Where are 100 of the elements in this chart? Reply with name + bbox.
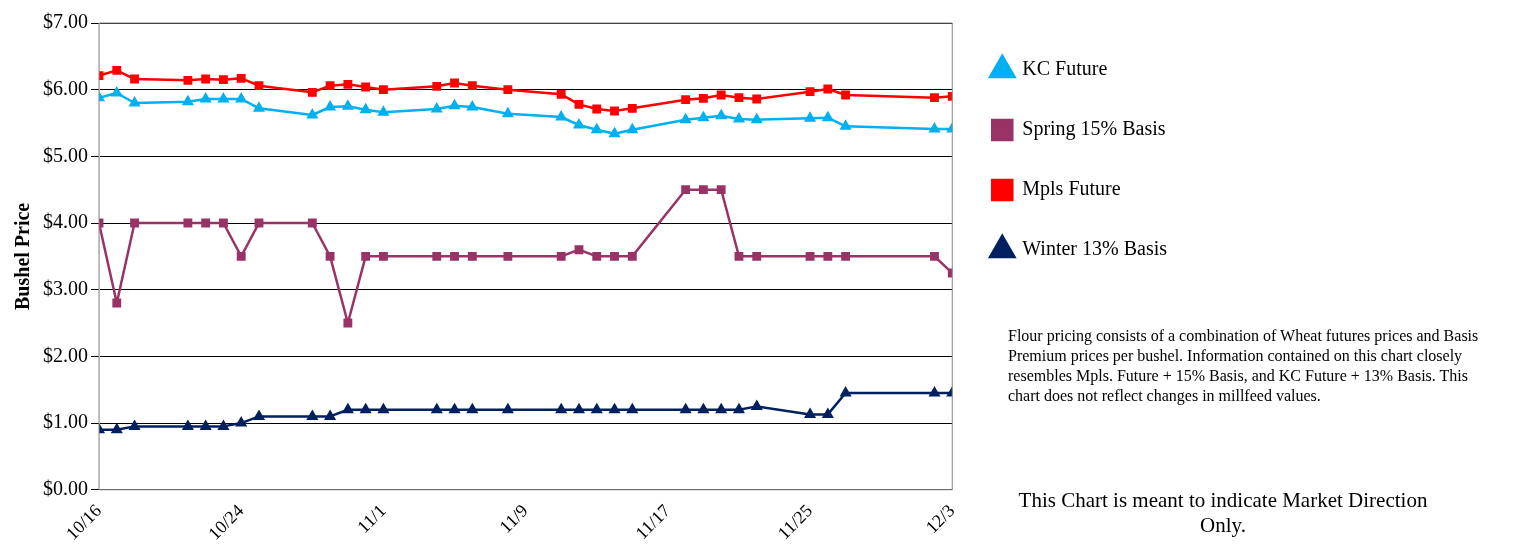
point <box>431 103 442 113</box>
point <box>253 410 265 420</box>
legend-label: KC Future <box>1022 57 1108 80</box>
point <box>236 73 246 83</box>
point <box>733 403 745 414</box>
point <box>253 102 265 112</box>
point <box>734 93 744 103</box>
point <box>804 112 816 122</box>
point <box>556 111 567 121</box>
y-tick-label: $2.00 <box>43 343 88 366</box>
legend-label: Winter 13% Basis <box>1022 237 1168 260</box>
point <box>307 87 317 97</box>
point <box>200 93 211 103</box>
point <box>307 410 318 420</box>
point <box>929 123 940 133</box>
point <box>129 97 140 107</box>
point <box>112 65 122 75</box>
point <box>325 251 335 261</box>
y-tick-label: $5.00 <box>43 143 88 166</box>
point <box>929 387 940 397</box>
point <box>450 78 459 88</box>
point <box>378 85 388 95</box>
point <box>840 387 851 397</box>
point <box>361 251 371 261</box>
point <box>342 100 354 110</box>
point <box>236 417 247 427</box>
point <box>324 410 336 420</box>
point <box>378 251 388 261</box>
point <box>610 106 619 116</box>
point <box>752 94 762 104</box>
legend-label: Spring 15% Basis <box>1022 117 1166 141</box>
point <box>183 75 193 85</box>
point <box>502 403 514 414</box>
y-tick-label: $4.00 <box>43 210 88 233</box>
point <box>503 251 513 261</box>
point <box>182 95 194 106</box>
point <box>431 403 442 414</box>
legend-label: Mpls Future <box>1022 177 1121 201</box>
point <box>716 185 726 195</box>
point <box>378 106 389 116</box>
point <box>627 251 637 261</box>
point <box>219 75 228 85</box>
point <box>592 251 602 261</box>
y-axis-title: Bushel Price <box>11 202 34 310</box>
point <box>200 420 211 430</box>
point <box>218 420 229 430</box>
point <box>841 90 851 100</box>
point <box>751 113 762 124</box>
point <box>698 93 708 103</box>
point <box>112 298 122 308</box>
point <box>342 403 354 414</box>
y-tick-label: $1.00 <box>43 410 88 433</box>
point <box>360 403 371 414</box>
point <box>680 403 691 414</box>
point <box>432 251 442 261</box>
point <box>805 251 815 261</box>
point <box>450 251 459 261</box>
point <box>360 103 371 114</box>
text: Flour pricing consists of a combination of Wheat futures prices and Basis Premium prices per bushel. Information contained on this chart closely resembles Mpls. Future + 15% Basis, and KC Future + 13% Basis. This chart does not reflect changes in millfeed values. <box>1008 326 1480 406</box>
point <box>130 74 139 84</box>
point <box>130 218 139 228</box>
point <box>201 74 211 84</box>
point <box>502 107 514 118</box>
point <box>823 251 833 261</box>
x-tick-label: 11/9 <box>495 500 532 537</box>
point <box>681 95 691 105</box>
y-tick-label: $7.00 <box>43 10 88 33</box>
point <box>698 111 709 122</box>
point <box>449 99 460 110</box>
point <box>361 82 371 92</box>
point <box>930 251 939 261</box>
x-tick-label: 11/1 <box>353 500 390 537</box>
point <box>734 251 744 261</box>
point <box>805 87 815 97</box>
point <box>627 403 638 414</box>
point <box>591 123 602 134</box>
point <box>467 81 477 91</box>
point <box>343 318 353 328</box>
point <box>129 420 140 430</box>
y-tick-label: $6.00 <box>43 76 88 99</box>
point <box>716 109 727 120</box>
point <box>432 81 442 91</box>
point <box>592 104 602 114</box>
point <box>307 109 318 119</box>
point <box>236 251 246 261</box>
point <box>111 423 122 434</box>
point <box>698 185 708 195</box>
point <box>556 251 566 261</box>
point <box>681 185 691 195</box>
point <box>556 89 566 99</box>
point <box>467 101 478 111</box>
y-tick-label: $0.00 <box>43 476 88 499</box>
point <box>573 403 585 414</box>
point <box>751 400 762 410</box>
point <box>182 420 194 430</box>
point <box>556 403 567 414</box>
point <box>804 408 816 418</box>
point <box>467 403 478 414</box>
point <box>183 218 193 228</box>
point <box>752 251 762 261</box>
